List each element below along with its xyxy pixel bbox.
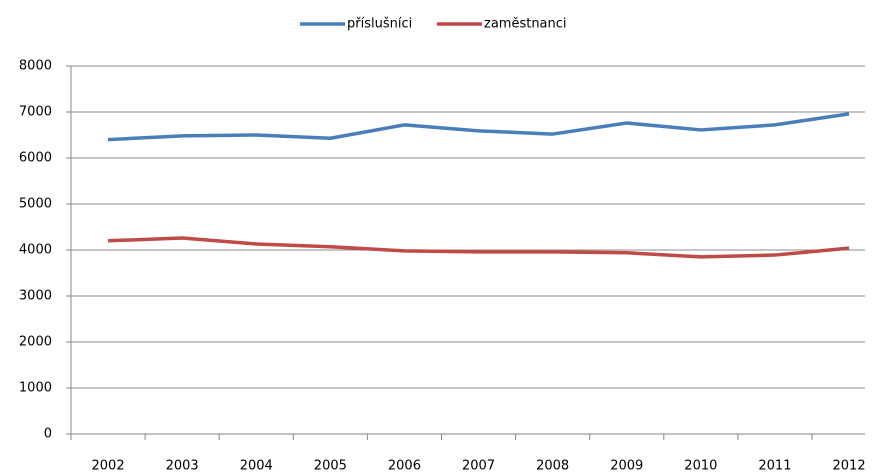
- x-tick-label: 2004: [240, 459, 273, 474]
- x-tick-label: 2002: [92, 459, 125, 474]
- x-tick-label: 2006: [388, 459, 421, 474]
- y-tick-label: 8000: [19, 59, 52, 74]
- y-tick-label: 5000: [19, 197, 52, 212]
- x-tick-label: 2005: [314, 459, 347, 474]
- y-tick-label: 6000: [19, 151, 52, 166]
- x-tick-label: 2007: [462, 459, 495, 474]
- series-line: [107, 236, 850, 259]
- y-tick-label: 1000: [19, 381, 52, 396]
- series-line: [107, 112, 850, 142]
- x-tick-label: 2008: [536, 459, 569, 474]
- x-tick-label: 2009: [610, 459, 643, 474]
- y-tick-label: 3000: [19, 289, 52, 304]
- x-tick-label: 2012: [833, 459, 866, 474]
- y-tick-label: 0: [44, 427, 52, 442]
- legend-label: zaměstnanci: [484, 17, 567, 32]
- y-tick-label: 2000: [19, 335, 52, 350]
- y-tick-label: 7000: [19, 105, 52, 120]
- x-tick-label: 2010: [684, 459, 717, 474]
- y-tick-label: 4000: [19, 243, 52, 258]
- x-tick-label: 2003: [166, 459, 199, 474]
- x-tick-label: 2011: [758, 459, 791, 474]
- legend-label: příslušníci: [347, 17, 412, 32]
